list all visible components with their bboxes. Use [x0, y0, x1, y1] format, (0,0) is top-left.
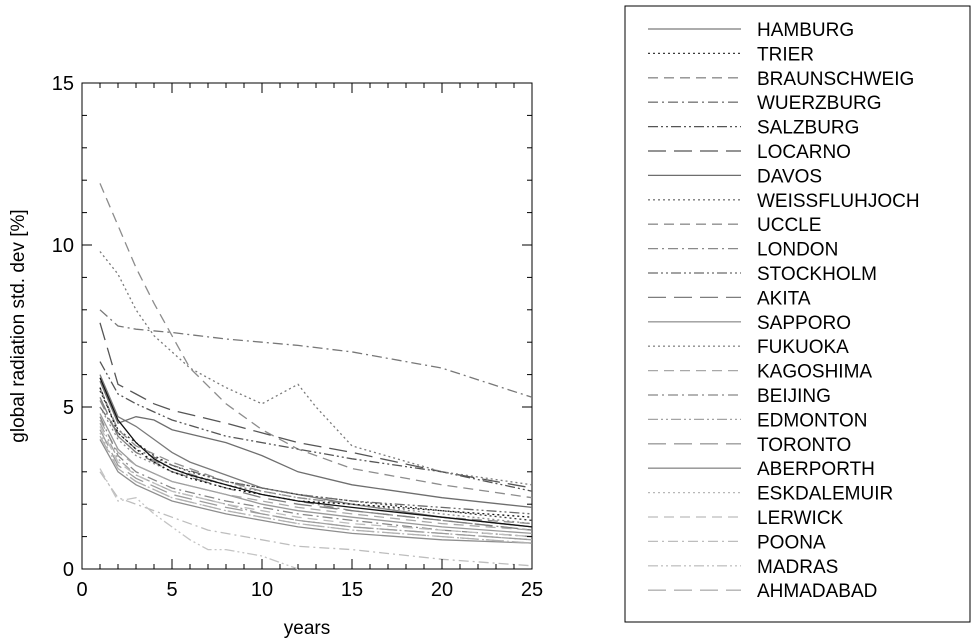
series-line-uccle: [99, 387, 533, 525]
y-tick-label: 10: [52, 235, 74, 257]
y-tick-label: 0: [63, 559, 74, 581]
x-tick-label: 20: [431, 579, 453, 601]
legend-label: WEISSFLUHJOCH: [757, 191, 920, 212]
legend-label: TRIER: [757, 44, 814, 65]
legend-label: POONA: [757, 532, 826, 553]
mean-line-1: [99, 377, 533, 528]
legend-items: HAMBURG TRIER BRAUNSCHWEIG WUERZBURG SALZBUR…: [648, 20, 920, 602]
series-line-braunschweig: [99, 183, 533, 499]
series-line-kagoshima: [99, 419, 533, 531]
y-tick-label: 15: [52, 73, 74, 95]
series-line-sapporo: [99, 413, 533, 535]
legend: HAMBURG TRIER BRAUNSCHWEIG WUERZBURG SALZBUR…: [624, 5, 971, 623]
series-line-london: [99, 400, 533, 531]
x-tick-label: 10: [251, 579, 273, 601]
series-line-stockholm: [99, 406, 533, 515]
legend-label: LONDON: [757, 240, 838, 261]
y-axis-label: global radiation std. dev [%]: [8, 209, 29, 442]
series-line-beijing: [99, 416, 533, 538]
series-line-salzburg: [99, 361, 533, 492]
series-line-toronto: [99, 429, 533, 541]
series-line-hamburg: [99, 374, 533, 528]
ticks-layer: 0 5 10 15 20 25 0 5 10 15: [52, 73, 543, 601]
legend-label: FUKUOKA: [757, 337, 849, 358]
legend-label: AHMADABAD: [757, 581, 877, 602]
legend-label: ESKDALEMUIR: [757, 484, 893, 505]
series-line-poona: [99, 471, 533, 567]
legend-label: KAGOSHIMA: [757, 362, 872, 383]
series-line-akita: [99, 397, 533, 531]
legend-label: BRAUNSCHWEIG: [757, 69, 914, 90]
legend-label: STOCKHOLM: [757, 264, 877, 285]
legend-label: SAPPORO: [757, 313, 851, 334]
x-tick-label: 0: [76, 579, 87, 601]
series-line-davos: [99, 380, 533, 509]
legend-label: UCCLE: [757, 215, 821, 236]
legend-label: BEIJING: [757, 386, 831, 407]
legend-label: AKITA: [757, 288, 811, 309]
legend-frame: [624, 5, 971, 623]
series-line-ahmadabad: [99, 435, 533, 544]
legend-label: TORONTO: [757, 435, 851, 456]
series-line-lerwick: [99, 426, 533, 538]
legend-label: WUERZBURG: [757, 93, 882, 114]
legend-label: LERWICK: [757, 508, 844, 529]
legend-label: ABERPORTH: [757, 459, 875, 480]
legend-label: MADRAS: [757, 557, 838, 578]
series-line-locarno: [99, 322, 533, 489]
legend-label: DAVOS: [757, 166, 822, 187]
legend-label: LOCARNO: [757, 142, 851, 163]
legend-label: EDMONTON: [757, 410, 867, 431]
y-tick-label: 5: [63, 397, 74, 419]
x-tick-label: 5: [166, 579, 177, 601]
legend-label: HAMBURG: [757, 20, 854, 41]
x-tick-label: 15: [341, 579, 363, 601]
legend-label: SALZBURG: [757, 118, 859, 139]
plot-area: 0 5 10 15 20 25 0 5 10 15: [52, 73, 543, 601]
series-line-madras: [99, 468, 299, 570]
series-line-weissfluhjoch: [99, 251, 533, 486]
x-axis-label: years: [284, 618, 330, 639]
series-line-aberporth: [99, 439, 533, 544]
series-line-wuerzburg: [99, 309, 533, 398]
x-tick-label: 25: [521, 579, 543, 601]
series-line-edmonton: [99, 422, 533, 541]
plot-frame: [81, 82, 533, 570]
series-layer: [99, 183, 533, 570]
